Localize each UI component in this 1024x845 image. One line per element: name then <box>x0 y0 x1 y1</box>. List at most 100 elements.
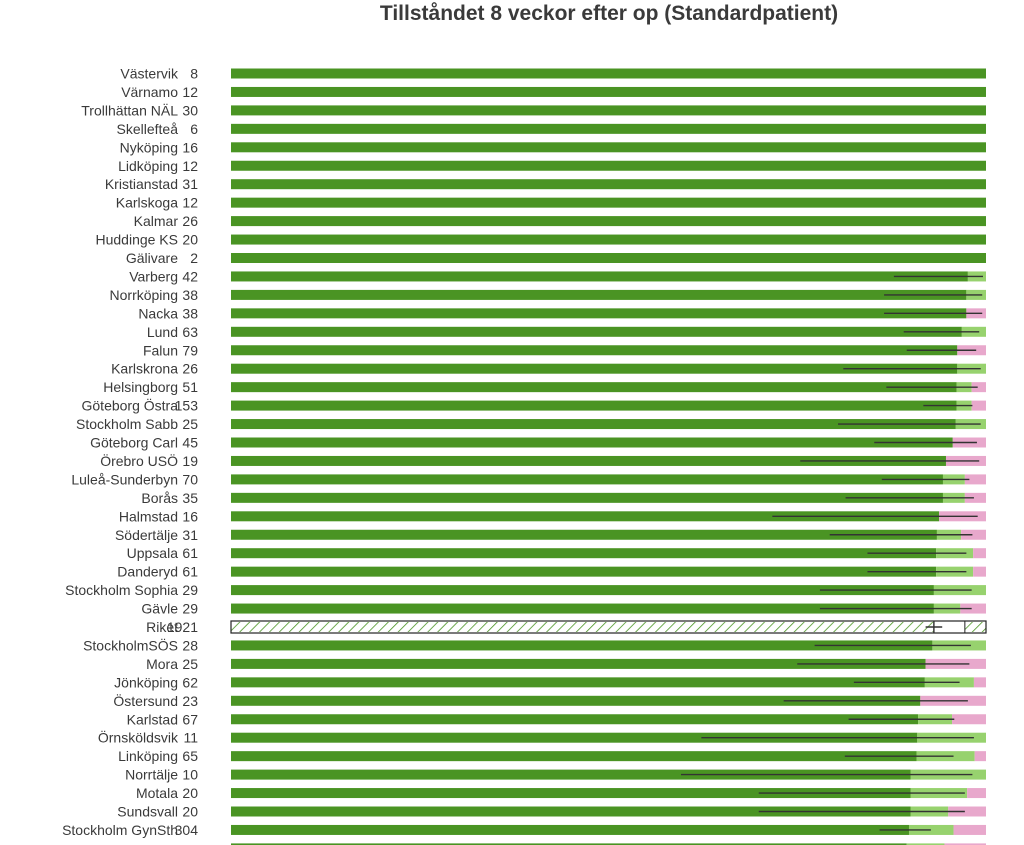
row-label: Värnamo <box>121 84 178 100</box>
row-label: Norrköping <box>110 287 178 303</box>
row-label: Södertälje <box>115 527 178 543</box>
bar-row: Västervik 8 <box>120 66 986 82</box>
bar-segment-pink <box>952 714 986 725</box>
bar-segment-dark-green <box>231 105 986 116</box>
row-count: 304 <box>175 822 199 838</box>
row-label: Gälivare <box>126 250 178 266</box>
row-count: 6 <box>190 121 198 137</box>
bar-segment-dark-green <box>231 308 967 319</box>
bar-segment-pink <box>960 603 986 614</box>
row-label: Karlskrona <box>111 361 178 377</box>
bar-segment-dark-green <box>231 68 986 79</box>
row-count: 35 <box>182 490 198 506</box>
row-count: 26 <box>182 361 198 377</box>
bar-row: Karlskoga 12 <box>116 195 986 211</box>
row-count: 23 <box>182 693 198 709</box>
row-label: Riket <box>146 619 178 635</box>
row-count: 11 <box>183 730 198 746</box>
row-label: Trollhättan NÄL <box>81 102 178 118</box>
row-label: Linköping <box>118 748 178 764</box>
bar-segment-pink <box>973 548 986 559</box>
row-count: 12 <box>182 195 198 211</box>
bar-segment-pink <box>953 824 986 835</box>
row-label: Huddinge KS <box>95 232 178 248</box>
bar-segment-pink <box>967 788 986 799</box>
row-label: Östersund <box>113 692 178 709</box>
bar-row: Halmstad 16 <box>119 508 986 524</box>
row-label: Norrtälje <box>125 767 178 783</box>
bar-row: Falun 79 <box>143 342 986 358</box>
row-count: 79 <box>182 342 198 358</box>
bar-segment-dark-green <box>231 843 907 845</box>
bar-row: Luleå-Sunderbyn 70 <box>71 471 986 487</box>
bar-segment-pink <box>973 566 986 577</box>
bar-row: Trollhättan NÄL 30 <box>81 102 986 118</box>
bar-row: Norrtälje 10 <box>125 767 986 783</box>
bar-row: Huddinge KS 20 <box>95 232 986 248</box>
bar-segment-dark-green <box>231 455 946 466</box>
bar-row: Stockholm Sophia 29 <box>65 582 986 598</box>
row-count: 38 <box>182 305 198 321</box>
row-count: 30 <box>182 102 198 118</box>
bar-row: Karlskrona 26 <box>111 361 986 377</box>
row-count: 20 <box>182 232 198 248</box>
row-count: 28 <box>182 637 198 653</box>
bar-row: Norrköping 38 <box>110 287 986 303</box>
row-count: 26 <box>182 213 198 229</box>
row-count: 62 <box>182 674 198 690</box>
bar-segment-dark-green <box>231 437 953 448</box>
row-label: Halmstad <box>119 508 178 524</box>
row-count: 12 <box>182 158 198 174</box>
bar-row: Nacka 38 <box>138 305 986 321</box>
bar-segment-dark-green <box>231 677 925 688</box>
bar-row: StockholmSÖS 28 <box>83 636 986 653</box>
bar-segment-pink <box>964 622 986 632</box>
bar-segment-dark-green <box>231 474 943 485</box>
row-label: Motala <box>136 785 178 801</box>
bar-segment-dark-green <box>231 289 967 300</box>
bar-segment-dark-green <box>231 345 958 356</box>
bar-segment-dark-green <box>231 658 926 669</box>
bar-row: Kalmar 26 <box>134 213 986 229</box>
row-count: 63 <box>182 324 198 340</box>
bar-segment-dark-green <box>231 234 986 245</box>
row-label: Göteborg Östra <box>82 397 179 414</box>
row-count: 70 <box>182 471 198 487</box>
bar-segment-dark-green <box>231 179 986 190</box>
row-count: 20 <box>182 804 198 820</box>
row-count: 153 <box>175 398 199 414</box>
bar-segment-dark-green <box>231 751 917 762</box>
bar-segment-dark-green <box>231 326 962 337</box>
bar-row: Södertälje 31 <box>115 527 986 543</box>
row-count: 29 <box>182 601 198 617</box>
bar-segment-dark-green <box>231 511 940 522</box>
bar-segment-dark-green <box>231 253 986 263</box>
row-label: Nacka <box>138 305 178 321</box>
bar-segment-pink <box>961 529 986 540</box>
bar-segment-dark-green <box>231 548 937 559</box>
row-label: Kalmar <box>134 213 179 229</box>
bar-row: Danderyd 61 <box>117 564 986 580</box>
row-count: 61 <box>182 564 198 580</box>
row-count: 51 <box>182 379 198 395</box>
row-label: Uppsala <box>127 545 179 561</box>
row-count: 2 <box>190 250 198 266</box>
bar-row: Helsingborg 51 <box>103 379 986 395</box>
row-count: 20 <box>182 785 198 801</box>
row-label: Stockholm GynSth <box>62 822 178 838</box>
row-label: Västervik <box>120 66 179 82</box>
row-count: 29 <box>182 582 198 598</box>
bar-segment-pink <box>971 382 986 393</box>
bar-segment-dark-green <box>231 806 911 817</box>
bar-row: Motala 20 <box>136 785 986 801</box>
bar-segment-pink <box>973 677 986 688</box>
bar-row <box>231 843 986 845</box>
bar-segment-dark-green <box>231 603 934 614</box>
row-count: 10 <box>182 767 198 783</box>
bar-row: Värnamo 12 <box>121 84 986 100</box>
bar-segment-dark-green <box>231 566 937 577</box>
bar-row: Örebro USÖ 19 <box>100 452 986 469</box>
